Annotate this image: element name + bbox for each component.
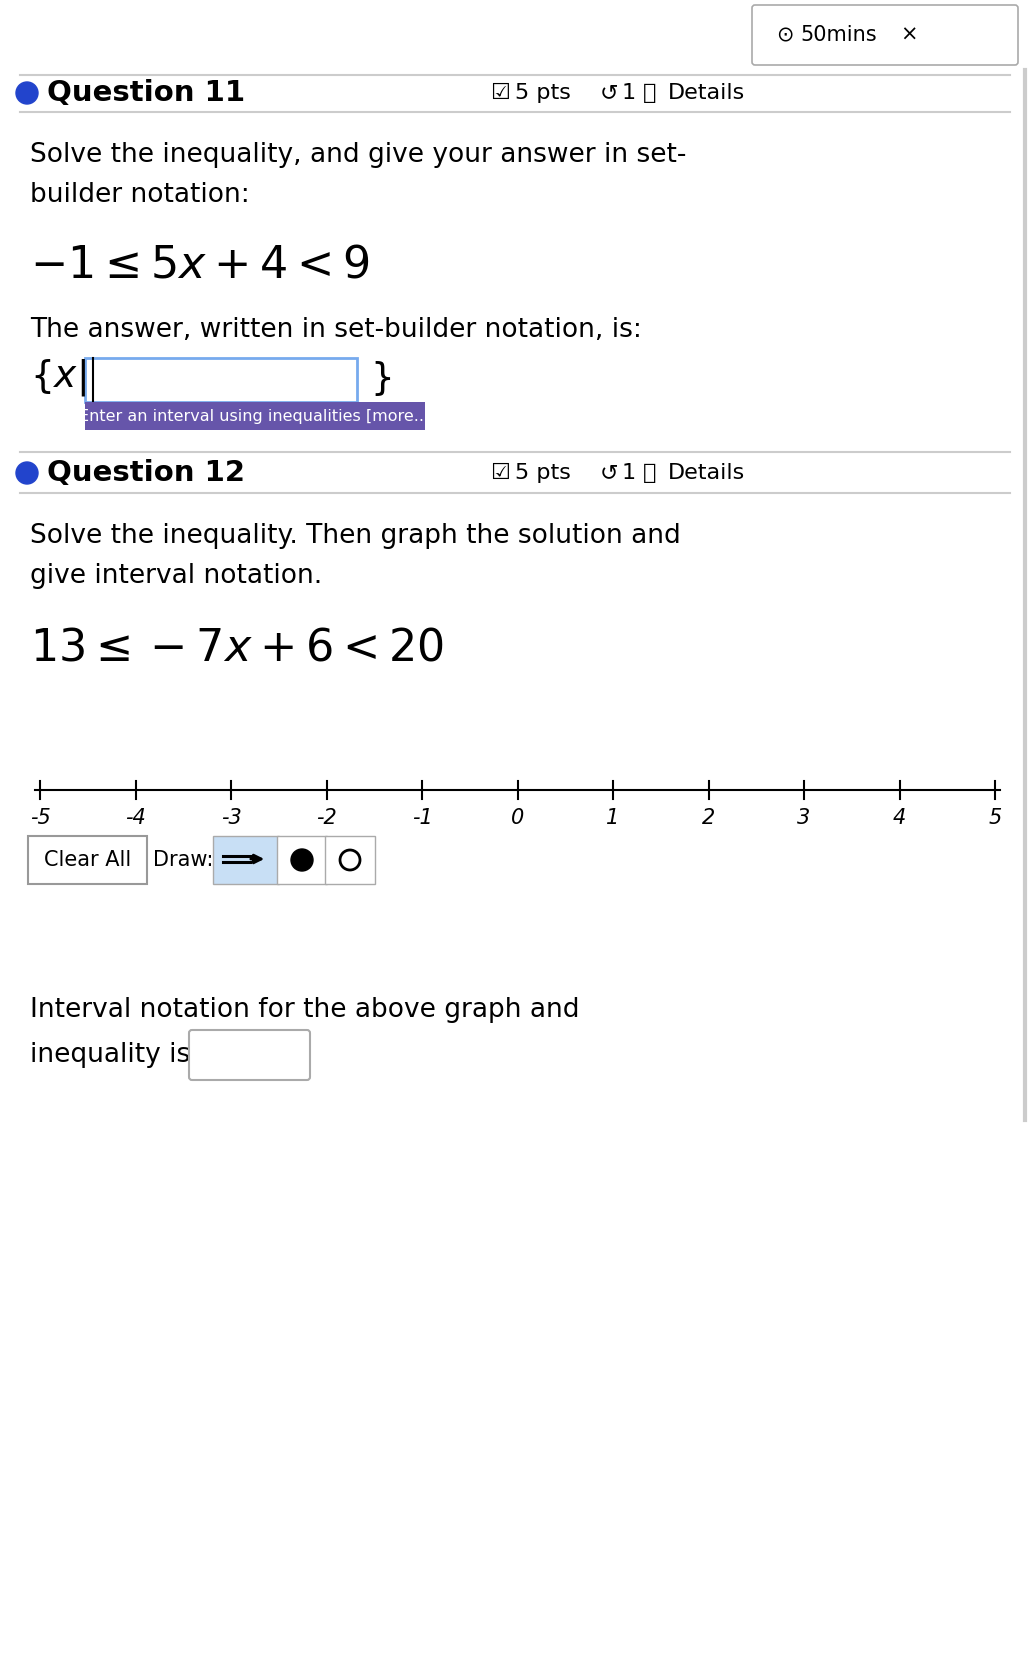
Text: inequality is: inequality is xyxy=(30,1041,190,1068)
Circle shape xyxy=(16,462,38,483)
Text: 3: 3 xyxy=(797,807,811,827)
Text: 4: 4 xyxy=(893,807,906,827)
Text: 2: 2 xyxy=(702,807,716,827)
Text: ☑: ☑ xyxy=(490,463,510,483)
Text: Solve the inequality, and give your answer in set-: Solve the inequality, and give your answ… xyxy=(30,141,687,168)
FancyBboxPatch shape xyxy=(752,5,1018,65)
Text: $\}$: $\}$ xyxy=(370,359,391,397)
Text: ↺: ↺ xyxy=(600,83,618,103)
Text: ×: × xyxy=(900,25,917,45)
Text: Clear All: Clear All xyxy=(43,850,131,870)
Text: -3: -3 xyxy=(220,807,241,827)
Text: Question 12: Question 12 xyxy=(47,458,245,487)
Text: 5: 5 xyxy=(989,807,1002,827)
Text: Solve the inequality. Then graph the solution and: Solve the inequality. Then graph the sol… xyxy=(30,523,680,550)
Text: The answer, written in set-builder notation, is:: The answer, written in set-builder notat… xyxy=(30,317,642,344)
Text: 5 pts: 5 pts xyxy=(515,463,571,483)
FancyBboxPatch shape xyxy=(85,402,425,430)
FancyBboxPatch shape xyxy=(213,835,279,884)
Circle shape xyxy=(16,81,38,105)
Text: 50mins: 50mins xyxy=(800,25,877,45)
Text: $\{x|$: $\{x|$ xyxy=(30,357,86,399)
Text: give interval notation.: give interval notation. xyxy=(30,563,323,590)
FancyBboxPatch shape xyxy=(277,835,327,884)
Text: Question 11: Question 11 xyxy=(47,80,245,106)
FancyBboxPatch shape xyxy=(85,359,357,402)
Text: -2: -2 xyxy=(316,807,337,827)
Text: 5 pts: 5 pts xyxy=(515,83,571,103)
FancyBboxPatch shape xyxy=(28,835,147,884)
FancyBboxPatch shape xyxy=(325,835,375,884)
Text: 1: 1 xyxy=(606,807,619,827)
Text: ⓘ: ⓘ xyxy=(643,83,657,103)
Text: -4: -4 xyxy=(125,807,146,827)
Text: ⓘ: ⓘ xyxy=(643,463,657,483)
Text: Interval notation for the above graph and: Interval notation for the above graph an… xyxy=(30,997,579,1023)
Text: ☑: ☑ xyxy=(490,83,510,103)
Text: Draw:: Draw: xyxy=(153,850,213,870)
Text: Details: Details xyxy=(668,83,746,103)
Circle shape xyxy=(291,849,313,870)
Text: ⊙: ⊙ xyxy=(776,25,793,45)
Text: 1: 1 xyxy=(622,463,636,483)
Text: Details: Details xyxy=(668,463,746,483)
Text: ↺: ↺ xyxy=(600,463,618,483)
Text: $-1 \leq 5x + 4 < 9$: $-1 \leq 5x + 4 < 9$ xyxy=(30,244,369,286)
Text: 1: 1 xyxy=(622,83,636,103)
Text: $13 \leq  - 7x + 6 < 20$: $13 \leq - 7x + 6 < 20$ xyxy=(30,626,444,669)
Text: -5: -5 xyxy=(30,807,51,827)
Text: 0: 0 xyxy=(511,807,524,827)
Text: builder notation:: builder notation: xyxy=(30,183,250,208)
FancyBboxPatch shape xyxy=(189,1030,310,1080)
Text: Enter an interval using inequalities [more..]: Enter an interval using inequalities [mo… xyxy=(80,409,430,424)
Text: -1: -1 xyxy=(412,807,432,827)
